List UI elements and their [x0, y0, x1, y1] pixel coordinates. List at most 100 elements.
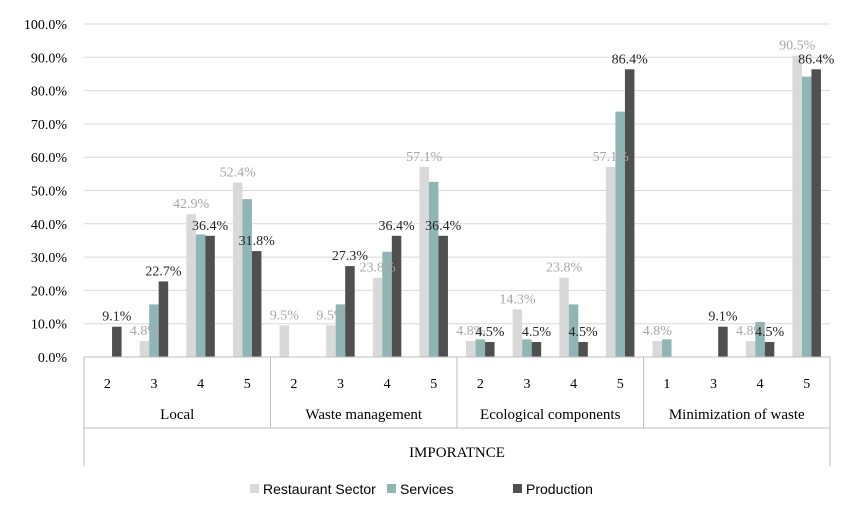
x-tick-label: 2 [290, 377, 297, 392]
bar-production [251, 251, 262, 357]
bar-restaurant-sector [792, 55, 802, 357]
bar-services [242, 199, 252, 357]
data-label: 9.1% [102, 310, 132, 325]
data-label: 57.1% [406, 150, 443, 165]
y-tick-label: 30.0% [31, 251, 68, 266]
bar-restaurant-sector [326, 325, 336, 357]
data-label: 9.5% [270, 308, 300, 323]
legend-label: Production [526, 481, 593, 497]
bar-services [568, 304, 579, 357]
data-label: 36.4% [192, 219, 229, 234]
bar-production [578, 342, 588, 357]
x-tick-label: 5 [430, 377, 437, 392]
bar-services [475, 339, 486, 357]
bar-production [485, 342, 495, 357]
data-label: 4.5% [755, 325, 785, 340]
y-tick-label: 50.0% [31, 185, 68, 200]
y-tick-label: 0.0% [38, 351, 68, 366]
legend-label: Restaurant Sector [263, 481, 376, 497]
bar-services [615, 111, 625, 357]
x-tick-label: 4 [197, 377, 204, 392]
x-tick-label: 5 [617, 377, 624, 392]
x-tick-label: 2 [104, 377, 111, 392]
bar-restaurant-sector [745, 341, 756, 357]
data-label: 36.4% [425, 219, 462, 234]
data-label: 4.8% [643, 324, 673, 339]
data-label: 9.1% [708, 310, 738, 325]
bar-production [531, 342, 542, 357]
x-tick-label: 3 [523, 377, 530, 392]
data-label: 42.9% [173, 197, 210, 212]
data-label: 4.8% [736, 324, 766, 339]
group-label: Minimization of waste [669, 407, 805, 423]
bar-services [382, 251, 392, 357]
legend-swatch [387, 484, 396, 493]
x-tick-label: 2 [477, 377, 484, 392]
data-label: 23.8% [359, 261, 396, 276]
legend: Restaurant Sector Services Production [250, 481, 593, 497]
bar-services [149, 304, 159, 357]
group-label: Waste management [305, 407, 422, 423]
bar-restaurant-sector [605, 166, 616, 357]
x-tick-label: 3 [150, 377, 157, 392]
x-tick-label: 1 [663, 377, 670, 392]
bar-services [755, 322, 765, 357]
data-label: 52.4% [220, 166, 257, 181]
bar-production [391, 235, 402, 357]
data-label: 57.1% [593, 150, 630, 165]
bar-services [195, 234, 206, 357]
bar-restaurant-sector [232, 182, 243, 357]
x-tick-label: 5 [803, 377, 810, 392]
x-tick-label: 4 [570, 377, 577, 392]
data-labels: 4.8% 42.9% 52.4% 9.5% 9.5% 23.8% 57.1% 4.8% 14.3… [102, 39, 834, 340]
bar-services [801, 76, 812, 357]
data-label: 22.7% [145, 264, 182, 279]
x-tick-label: 4 [384, 377, 391, 392]
legend-label: Services [400, 481, 454, 497]
bar-production [158, 281, 169, 357]
x-tick-label: 3 [710, 377, 717, 392]
data-label: 31.8% [239, 234, 276, 249]
bars [112, 55, 821, 358]
group-label: Local [160, 407, 194, 423]
bar-production [205, 235, 215, 357]
data-label: 23.8% [546, 261, 583, 276]
x-tick-label: 4 [757, 377, 764, 392]
bar-restaurant-sector [466, 341, 476, 357]
bar-restaurant-sector [139, 341, 150, 357]
bar-services [335, 304, 346, 357]
data-label: 4.8% [130, 324, 160, 339]
y-tick-label: 90.0% [31, 51, 68, 66]
data-label: 27.3% [332, 249, 369, 264]
data-label: 36.4% [378, 219, 415, 234]
bar-production [764, 342, 775, 357]
y-axis-ticks: 0.0% 10.0% 20.0% 30.0% 40.0% 50.0% 60.0% 70.0% 8… [24, 18, 68, 366]
bar-production [112, 326, 122, 357]
y-tick-label: 70.0% [31, 118, 68, 133]
y-tick-label: 10.0% [31, 318, 68, 333]
data-label: 90.5% [779, 39, 816, 54]
y-tick-label: 40.0% [31, 218, 68, 233]
bar-restaurant-sector [559, 277, 569, 357]
data-label: 4.8% [456, 324, 486, 339]
bar-production [811, 69, 821, 358]
bar-production [345, 266, 355, 357]
y-tick-label: 100.0% [24, 18, 68, 33]
group-label: Ecological components [480, 407, 621, 423]
bar-production [718, 326, 728, 357]
y-tick-label: 20.0% [31, 284, 68, 299]
bar-production [438, 235, 448, 357]
data-label: 4.5% [475, 325, 505, 340]
bar-production [624, 69, 635, 358]
data-label: 4.5% [568, 325, 598, 340]
legend-swatch [250, 484, 259, 493]
data-label: 9.5% [316, 308, 346, 323]
data-label: 86.4% [798, 52, 835, 67]
y-tick-label: 60.0% [31, 151, 68, 166]
bar-services [428, 181, 439, 357]
y-tick-label: 80.0% [31, 85, 68, 100]
bar-restaurant-sector [512, 309, 523, 357]
bar-restaurant-sector [372, 277, 383, 357]
bar-restaurant-sector [186, 214, 196, 357]
